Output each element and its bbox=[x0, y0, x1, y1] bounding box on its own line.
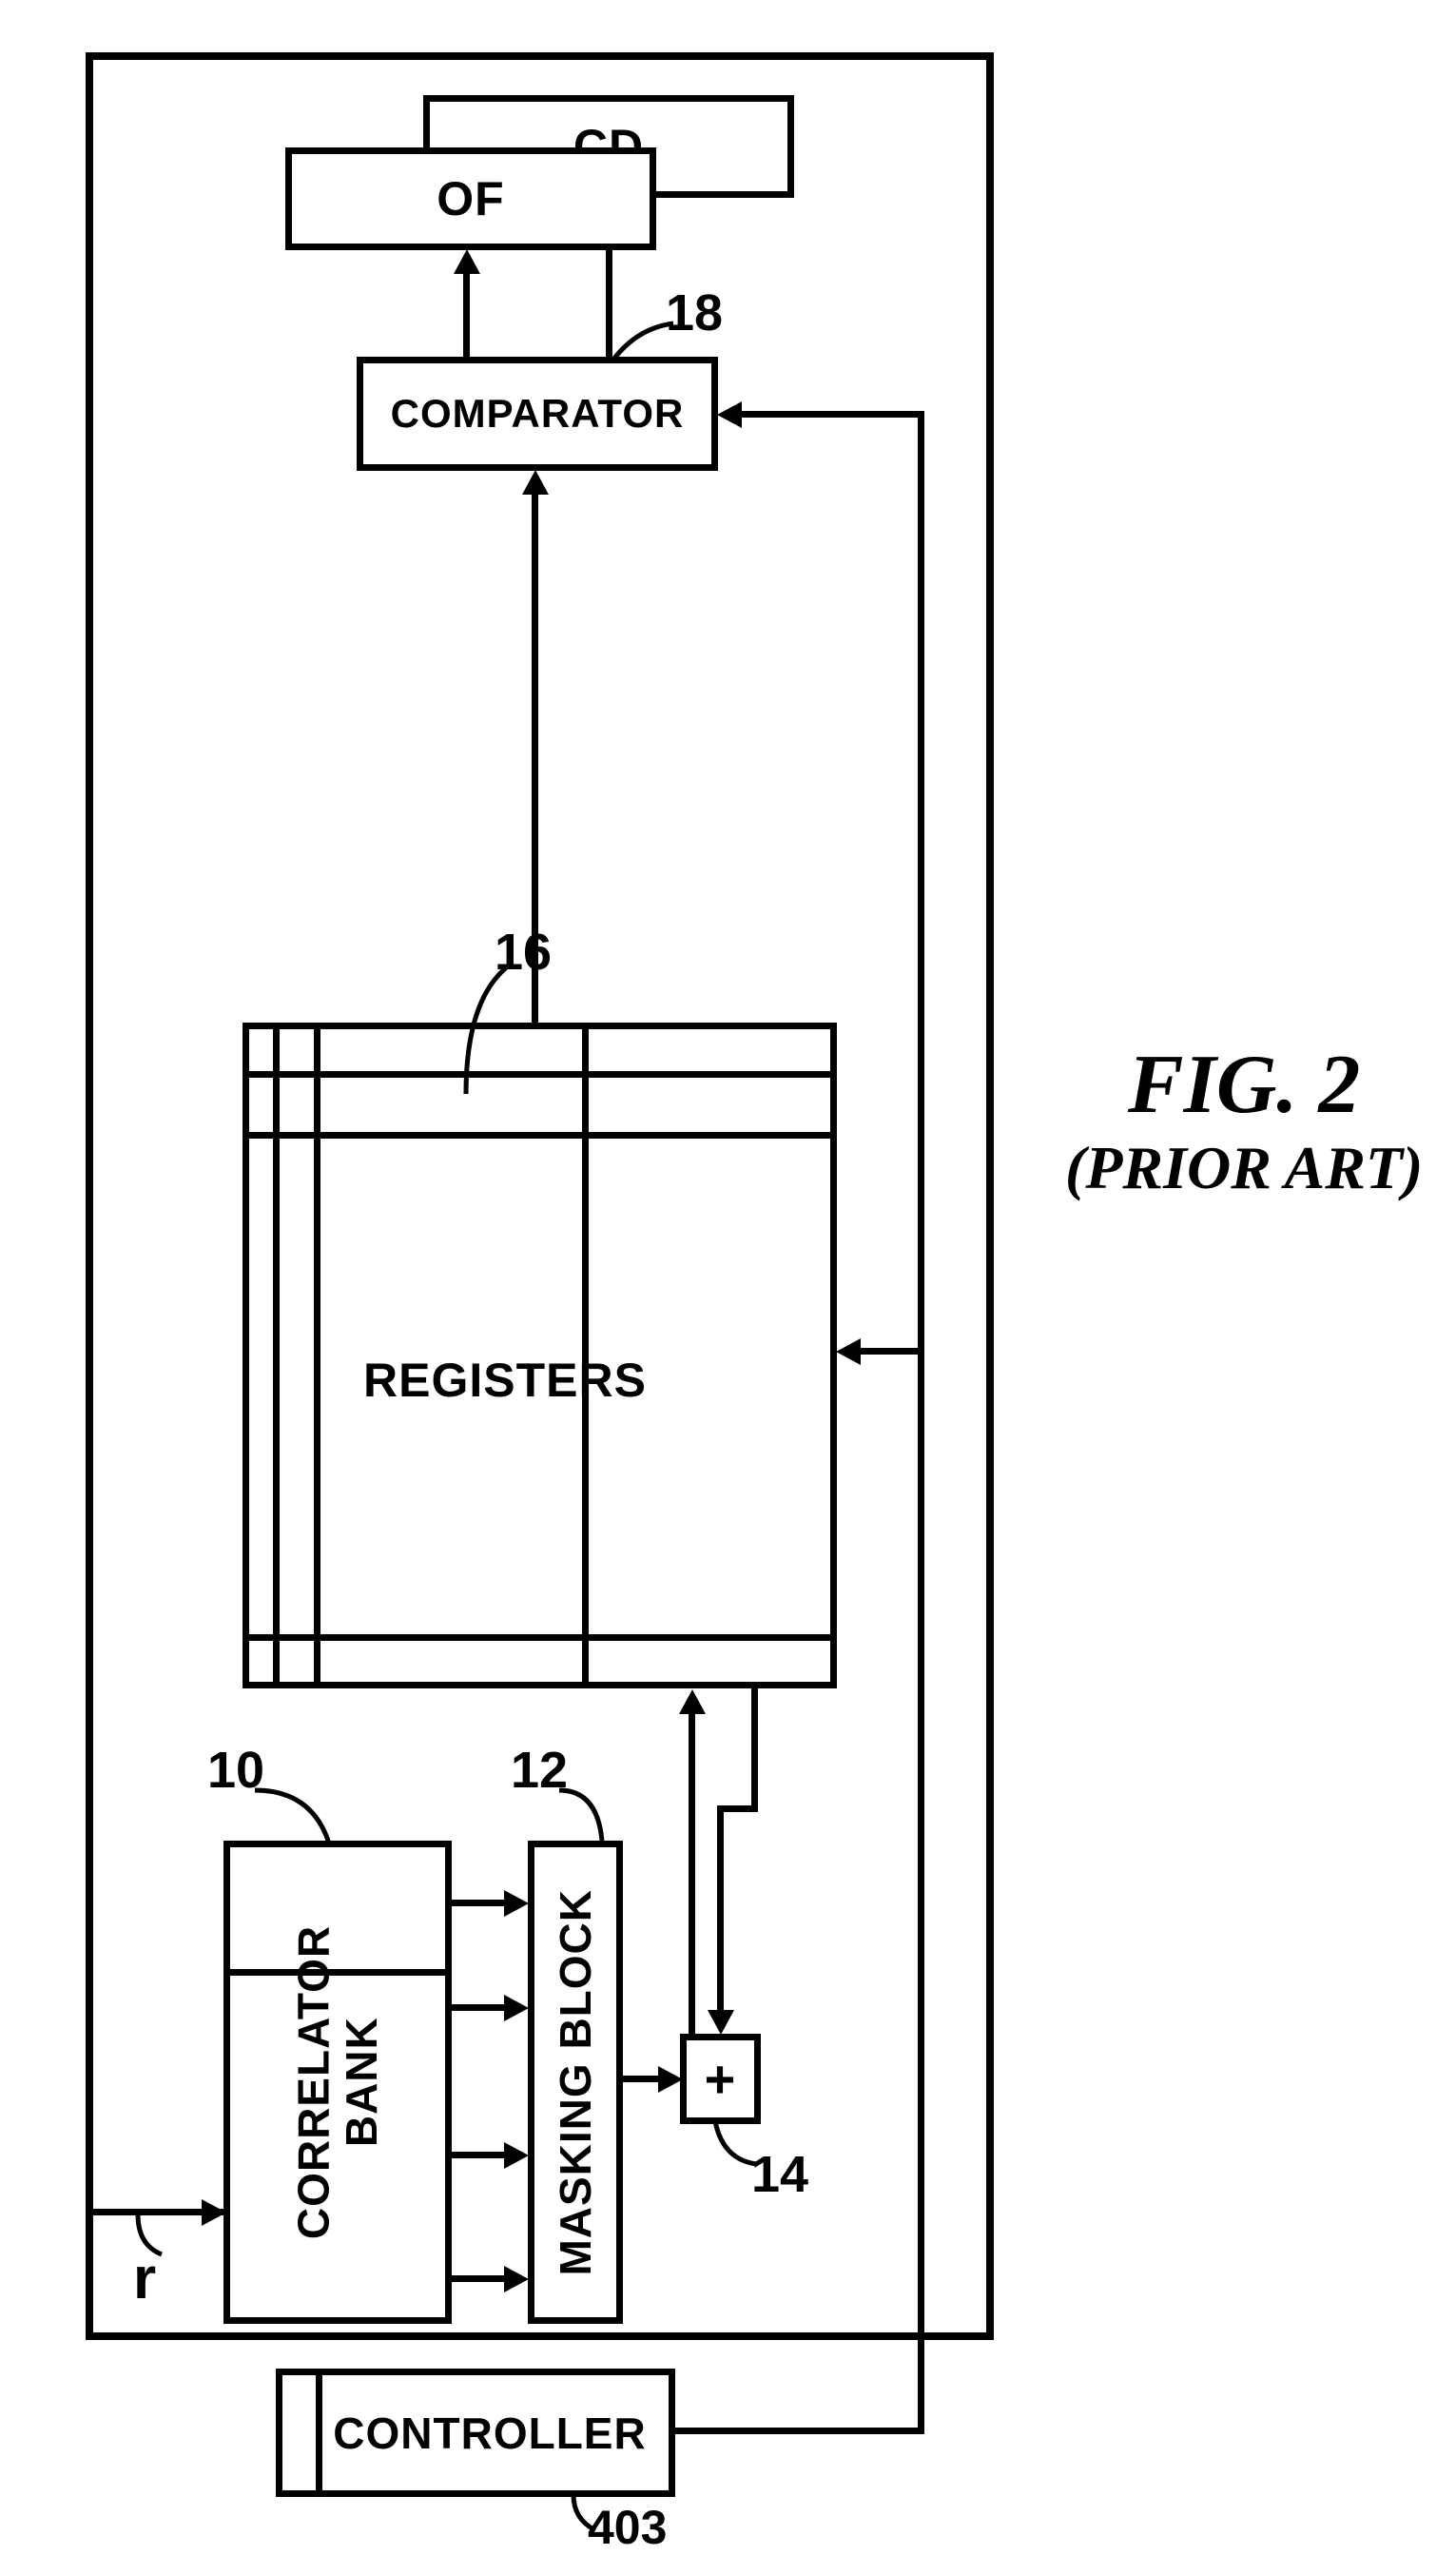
leader-r bbox=[133, 2207, 190, 2264]
edge-registers-comparator bbox=[532, 490, 538, 1023]
arrow-corr-mask-2 bbox=[504, 1995, 529, 2021]
edge-mask-adder bbox=[623, 2076, 663, 2082]
edge-bus-vertical bbox=[918, 411, 924, 2434]
registers-label: REGISTERS bbox=[363, 1353, 647, 1408]
figure-caption-line1: FIG. 2 bbox=[1065, 1037, 1423, 1133]
figure-caption-line2: (PRIOR ART) bbox=[1065, 1133, 1423, 1203]
arrow-corr-mask-4 bbox=[504, 2266, 529, 2292]
edge-corr-mask-2 bbox=[452, 2004, 507, 2011]
arrow-corr-mask-1 bbox=[504, 1890, 529, 1917]
edge-corr-mask-4 bbox=[452, 2275, 507, 2282]
arrow-bus-comparator bbox=[717, 401, 742, 428]
adder-label: + bbox=[705, 2048, 737, 2110]
comparator-block: COMPARATOR bbox=[357, 357, 718, 471]
arrow-adder-registers bbox=[679, 1689, 706, 1714]
controller-label: CONTROLLER bbox=[333, 2408, 646, 2459]
masking-block: MASKING BLOCK bbox=[528, 1841, 623, 2324]
leader-10 bbox=[255, 1779, 350, 1855]
figure-caption: FIG. 2 (PRIOR ART) bbox=[1065, 1037, 1423, 1203]
edge-comparator-of bbox=[463, 266, 470, 357]
leader-16 bbox=[466, 965, 552, 1099]
edge-corr-mask-3 bbox=[452, 2152, 507, 2158]
of-label: OF bbox=[437, 171, 504, 226]
leader-18 bbox=[609, 323, 685, 371]
arrow-registers-comparator bbox=[522, 470, 549, 495]
leader-14 bbox=[704, 2116, 770, 2183]
leader-12 bbox=[559, 1779, 635, 1855]
edge-reg-feedback-across bbox=[721, 1805, 758, 1812]
arrow-corr-mask-3 bbox=[504, 2142, 529, 2169]
registers-block: REGISTERS bbox=[243, 1023, 837, 1688]
edge-bus-to-comparator-h bbox=[737, 411, 922, 418]
diagram-canvas: r CORRELATOR BANK 10 MASKING BLOCK 12 + … bbox=[0, 0, 1456, 2396]
arrow-comparator-of bbox=[454, 249, 480, 274]
arrow-reg-feedback bbox=[708, 2010, 734, 2035]
edge-corr-mask-1 bbox=[452, 1900, 507, 1906]
edge-reg-feedback-down bbox=[751, 1688, 758, 1812]
adder-block: + bbox=[680, 2034, 761, 2124]
edge-reg-feedback-into bbox=[717, 1805, 724, 2015]
of-block: OF bbox=[285, 147, 656, 250]
leader-403 bbox=[569, 2490, 626, 2538]
arrow-bus-registers bbox=[836, 1338, 861, 1365]
edge-adder-registers bbox=[689, 1707, 695, 2034]
correlator-bank-block: CORRELATOR BANK bbox=[223, 1841, 452, 2324]
comparator-label: COMPARATOR bbox=[391, 391, 685, 437]
edge-controller-bus-h bbox=[675, 2428, 924, 2434]
controller-block: CONTROLLER bbox=[276, 2369, 675, 2497]
masking-block-label: MASKING BLOCK bbox=[550, 1889, 601, 2276]
edge-bus-to-registers bbox=[856, 1348, 922, 1355]
correlator-bank-label: CORRELATOR BANK bbox=[289, 1925, 385, 2239]
